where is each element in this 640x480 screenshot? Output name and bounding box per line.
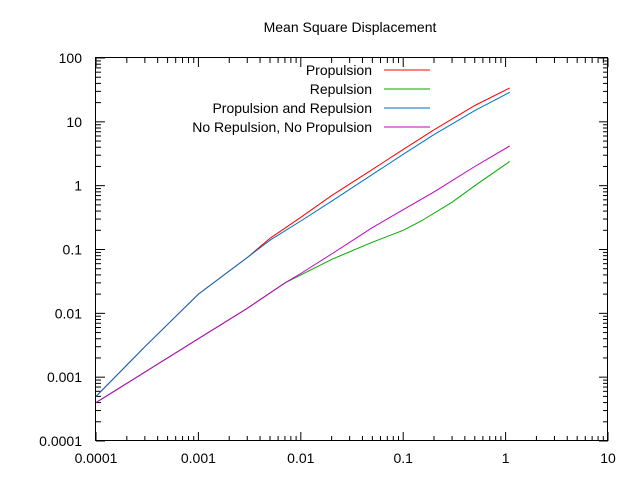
y-tick-label: 0.0001 bbox=[39, 433, 82, 449]
x-tick-label: 0.0001 bbox=[75, 450, 118, 466]
series-lines bbox=[95, 87, 511, 404]
y-tick-label: 0.1 bbox=[63, 242, 83, 258]
legend-label: Propulsion bbox=[306, 62, 372, 78]
legend-label: Propulsion and Repulsion bbox=[212, 100, 372, 116]
y-tick-label: 0.01 bbox=[55, 305, 82, 321]
y-tick-label: 100 bbox=[59, 50, 83, 66]
x-tick-label: 1 bbox=[502, 450, 510, 466]
series-line-3 bbox=[95, 91, 511, 397]
x-tick-label: 0.1 bbox=[393, 450, 413, 466]
x-tick-label: 10 bbox=[600, 450, 616, 466]
legend: Propulsion Repulsion Propulsion and Repuls… bbox=[192, 62, 430, 135]
chart-title: Mean Square Displacement bbox=[264, 19, 437, 35]
legend-label: Repulsion bbox=[310, 81, 372, 97]
x-tick-label: 0.001 bbox=[181, 450, 216, 466]
y-tick-label: 10 bbox=[66, 114, 82, 130]
x-axis: 0.0001 0.001 0.01 0.1 1 10 bbox=[75, 58, 616, 466]
x-tick-label: 0.01 bbox=[287, 450, 314, 466]
series-line-2 bbox=[95, 160, 511, 404]
legend-label: No Repulsion, No Propulsion bbox=[192, 119, 372, 135]
y-tick-label: 1 bbox=[74, 178, 82, 194]
series-line-4 bbox=[95, 145, 511, 404]
y-tick-label: 0.001 bbox=[47, 369, 82, 385]
y-axis: 0.0001 0.001 0.01 0.1 1 10 100 bbox=[39, 50, 608, 449]
